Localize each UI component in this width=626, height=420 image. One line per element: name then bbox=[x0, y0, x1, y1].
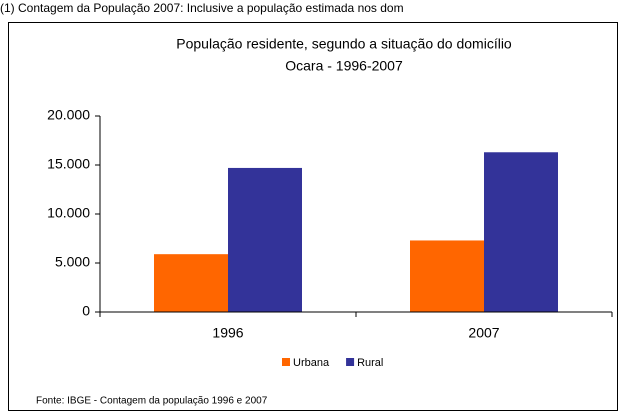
x-tick-label: 2007 bbox=[468, 325, 499, 341]
top-note: (1) Contagem da População 2007: Inclusiv… bbox=[0, 1, 404, 15]
legend-label: Rural bbox=[357, 357, 383, 369]
y-tick-label: 0 bbox=[82, 303, 90, 319]
chart-subtitle: Ocara - 1996-2007 bbox=[285, 58, 403, 74]
legend-swatch bbox=[346, 358, 355, 366]
legend-label: Urbana bbox=[293, 357, 330, 369]
x-tick-label: 1996 bbox=[212, 325, 243, 341]
y-tick-label: 15.000 bbox=[47, 156, 90, 172]
bar bbox=[154, 254, 228, 312]
chart-frame bbox=[8, 22, 618, 411]
y-tick-label: 5.000 bbox=[55, 254, 90, 270]
legend-swatch bbox=[282, 358, 290, 366]
bar bbox=[484, 152, 558, 312]
y-tick-label: 10.000 bbox=[47, 205, 90, 221]
chart-title: População residente, segundo a situação … bbox=[176, 36, 512, 52]
bar bbox=[228, 167, 302, 312]
y-tick-label: 20.000 bbox=[47, 107, 90, 123]
source: Fonte: IBGE - Contagem da população 1996… bbox=[36, 396, 268, 407]
bar bbox=[410, 240, 484, 312]
